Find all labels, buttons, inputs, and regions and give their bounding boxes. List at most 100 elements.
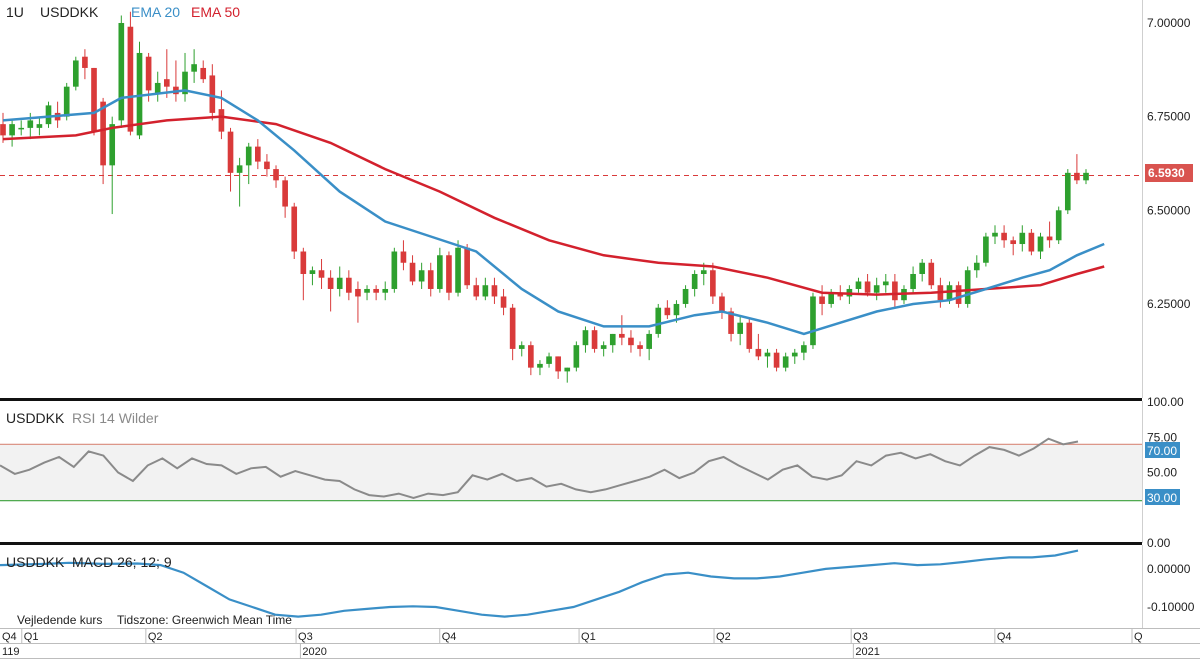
candle-body [91,67,97,132]
rsi-band [0,443,1142,502]
candle-body [245,146,252,166]
candle-body [810,296,816,346]
candle-body [273,169,279,181]
price-tick-label: 6.50000 [1147,203,1191,217]
candle-body [737,322,743,334]
price-tick-label: 6.25000 [1147,297,1191,311]
candle-body [637,345,643,349]
candle-body [773,352,780,368]
quarter-labels: Q4 Q1 Q2 Q3 Q4 Q1 Q2 Q3 Q4 Q [2,628,1143,643]
macd-axis: -0.10000 0.00000 [1147,562,1195,614]
ema50-legend: EMA 50 [191,4,240,20]
candle-body [500,296,507,308]
candle-body [255,146,261,162]
candle-body [537,363,543,368]
candle-body [45,105,52,125]
macd-panel[interactable]: -0.10000 0.00000 USDDKK MACD 26; 12; 9 Ve… [0,545,1195,628]
quarter-label: Q3 [298,631,313,643]
rsi-tick-label: 75.00 [1147,430,1177,444]
candle-body [109,124,116,166]
macd-tick-label: 0.00000 [1147,562,1191,576]
candle-body [464,247,470,286]
rsi-line [0,437,1079,499]
candle-body [336,277,343,289]
rsi-panel[interactable]: 0.00 50.00 75.00 100.00 USDDKK RSI 14 Wilde… [0,395,1184,550]
macd-series-line [0,549,1079,618]
price-panel[interactable]: 6.25000 6.50000 6.75000 7.00000 1U USDDKK E… [0,0,1193,398]
candle-body [136,52,143,136]
candle-body [446,255,452,293]
year-label: 119 [2,646,20,658]
candle-body [145,56,152,91]
candle-body [628,337,634,346]
candles [0,11,1089,383]
candle-body [100,101,106,166]
candle-body [182,71,188,95]
price-axis: 6.25000 6.50000 6.75000 7.00000 [1147,16,1191,311]
candle-body [983,236,989,263]
candle-body [409,262,416,282]
candle-body [619,333,625,338]
candle-body [491,285,498,297]
quarter-label: Q [1134,631,1143,643]
candle-body [691,273,698,289]
candle-body [664,307,671,316]
interval-label: 1U [6,4,24,20]
footer-info: Vejledende kurs Tidszone: Greenwich Mean… [17,613,292,627]
rsi-tick-label: 50.00 [1147,466,1177,480]
candle-body [673,303,680,316]
candle-body [227,131,234,173]
candle-body [764,352,771,357]
rsi-upper-badge [1145,442,1180,458]
rsi-axis: 0.00 50.00 75.00 100.00 [1147,395,1184,550]
rsi-label: RSI 14 Wilder [72,410,159,426]
price-legend: 1U USDDKK EMA 20 EMA 50 [6,4,240,20]
candle-body [400,251,407,263]
candle-body [427,270,434,289]
candle-body [127,26,134,132]
candle-body [528,345,534,368]
candle-body [973,262,980,271]
candle-body [18,127,25,130]
candle-body [9,124,15,136]
rsi-lower-badge [1145,489,1180,505]
macd-symbol: USDDKK [6,554,65,570]
rsi-upper-label: 70.00 [1147,444,1177,458]
candle-body [710,270,716,297]
candle-body [346,277,352,293]
quarter-label: Q4 [442,631,457,643]
rsi-lower-label: 30.00 [1147,491,1177,505]
candle-body [992,232,998,237]
candle-body [309,270,316,274]
rsi-tick-label: 0.00 [1147,536,1171,550]
candle-body [473,285,480,297]
candle-body [482,285,489,297]
candle-body [191,64,197,72]
candle-body [291,206,298,252]
candle-body [0,124,6,136]
candle-body [573,345,580,368]
candle-body [791,352,798,357]
candle-body [700,270,707,274]
candle-body [27,120,34,128]
candle-body [209,75,216,113]
candle-body [163,79,170,87]
candle-body [882,281,889,286]
candle-body [391,251,398,289]
candle-body [819,296,825,304]
candle-body [928,262,935,286]
ema20-legend: EMA 20 [131,4,180,20]
price-symbol: USDDKK [40,4,99,20]
candle-body [728,311,734,334]
candle-body [218,109,225,132]
rsi-tick-label: 100.00 [1147,395,1184,409]
quarter-label: Q3 [853,631,868,643]
candle-body [382,288,389,293]
candle-body [282,180,288,207]
macd-line [0,549,1079,618]
candle-body [555,356,561,372]
candle-body [355,288,361,297]
candle-body [892,281,898,301]
candle-body [63,86,70,117]
quarter-label: Q4 [997,631,1012,643]
